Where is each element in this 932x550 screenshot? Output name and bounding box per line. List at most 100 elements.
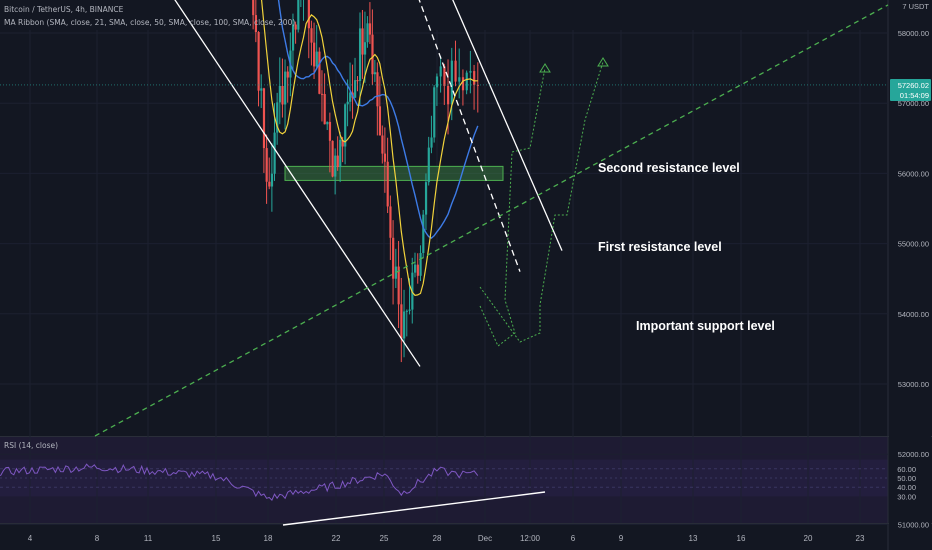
candle — [331, 140, 334, 177]
symbol-title[interactable]: Bitcoin / TetherUS, 4h, BINANCE — [4, 5, 124, 14]
price-tick-label: 56000.00 — [898, 169, 929, 178]
candle — [284, 71, 287, 105]
ma50-line — [277, 0, 479, 239]
ma-ribbon-legend[interactable]: MA Ribbon (SMA, close, 21, SMA, close, 5… — [4, 18, 296, 27]
candle — [397, 266, 400, 305]
candle — [320, 93, 324, 95]
rsi-tick-label: 50.00 — [897, 474, 916, 483]
candle — [286, 71, 289, 78]
candle — [313, 42, 316, 67]
candle — [346, 101, 349, 105]
candle — [278, 85, 281, 103]
candle — [334, 155, 337, 177]
candle — [262, 88, 266, 149]
candle — [310, 28, 313, 43]
time-tick-label: 12:00 — [520, 534, 541, 543]
time-tick-label: 25 — [380, 534, 389, 543]
candle — [358, 28, 362, 81]
rsi-tick-label: 30.00 — [897, 492, 916, 501]
candle — [291, 24, 295, 51]
rsi-band — [0, 459, 888, 497]
candles — [252, 0, 479, 363]
candle — [336, 155, 339, 168]
candle — [430, 137, 433, 148]
candle — [465, 72, 468, 91]
time-tick-label: 15 — [212, 534, 221, 543]
candle — [427, 147, 430, 183]
candle — [339, 139, 342, 168]
candle — [265, 148, 268, 182]
candle — [254, 15, 258, 33]
candle — [307, 0, 310, 29]
candle — [373, 72, 377, 75]
candle — [383, 153, 387, 162]
candle — [270, 173, 274, 187]
candle — [260, 88, 263, 91]
candle — [281, 85, 284, 105]
projection-arrow-head — [597, 57, 609, 67]
rsi-tick-label: 40.00 — [897, 483, 916, 492]
time-tick-label: 23 — [856, 534, 865, 543]
candle — [257, 32, 260, 91]
rsi-legend[interactable]: RSI (14, close) — [4, 441, 59, 450]
time-tick-label: 6 — [571, 534, 576, 543]
price-tick-label: 53000.00 — [898, 380, 929, 389]
candle — [447, 85, 450, 105]
time-tick-label: Dec — [478, 534, 492, 543]
candle — [318, 51, 321, 94]
candle — [252, 0, 255, 16]
candle — [469, 71, 472, 73]
support-level-label: Important support level — [636, 319, 775, 333]
rsi-divergence-line — [282, 491, 546, 526]
projection-path-b — [479, 61, 604, 343]
candle — [443, 66, 446, 86]
candle — [476, 84, 479, 86]
candle — [366, 23, 369, 43]
candle — [450, 60, 453, 105]
price-badge-value: 57260.02 — [898, 81, 929, 90]
time-tick-label: 13 — [689, 534, 698, 543]
candle — [408, 309, 411, 311]
rsi-line — [0, 463, 479, 501]
price-tick-label: 52000.00 — [898, 450, 929, 459]
time-tick-label: 20 — [804, 534, 813, 543]
candle — [454, 60, 457, 82]
first-resistance-label: First resistance level — [598, 240, 722, 254]
candle — [328, 121, 332, 141]
currency-label: 7 USDT — [902, 2, 929, 11]
rsi-tick-label: 60.00 — [897, 465, 916, 474]
candle — [403, 311, 406, 339]
time-tick-label: 9 — [619, 534, 624, 543]
price-tick-label: 51000.00 — [898, 520, 929, 529]
candle — [458, 77, 461, 82]
time-tick-label: 18 — [264, 534, 273, 543]
channel-upper-line — [452, 0, 563, 251]
candle — [361, 28, 364, 55]
candle — [473, 71, 476, 85]
candle — [405, 310, 408, 312]
candle — [297, 0, 300, 30]
candle — [315, 51, 318, 67]
projection-arrow-head — [539, 63, 551, 73]
channel-lower-line — [174, 0, 421, 367]
candle — [294, 24, 297, 30]
time-tick-label: 28 — [433, 534, 442, 543]
candle — [400, 304, 403, 339]
candle — [433, 87, 436, 138]
second-resistance-label: Second resistance level — [598, 161, 740, 175]
candle — [276, 102, 279, 133]
candle — [413, 264, 417, 273]
price-tick-label: 54000.00 — [898, 310, 929, 319]
dashed-trend-line — [418, 0, 521, 272]
candle — [363, 42, 367, 55]
price-tick-label: 58000.00 — [898, 29, 929, 38]
price-tick-label: 55000.00 — [898, 240, 929, 249]
candle — [461, 77, 465, 91]
time-tick-label: 8 — [95, 534, 100, 543]
support-trend-line — [94, 4, 889, 437]
candle — [378, 106, 382, 136]
candle — [376, 72, 379, 107]
candle — [424, 182, 428, 215]
candle — [416, 264, 419, 276]
